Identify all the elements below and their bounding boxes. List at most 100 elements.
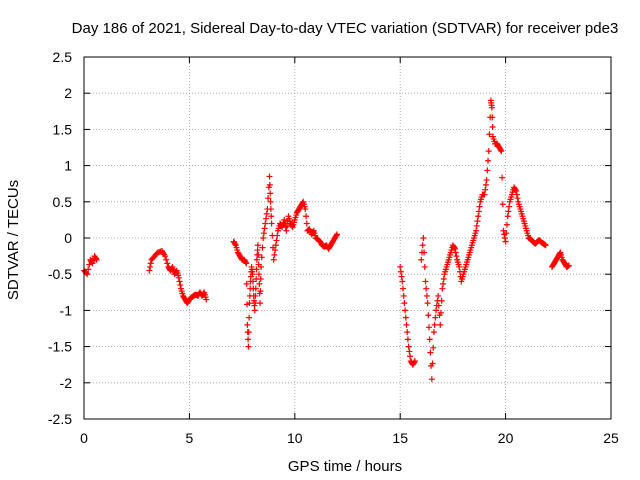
data-point-interp [256,280,263,287]
data-point-interp [263,210,270,217]
y-tick-label: 2 [64,85,72,101]
data-point [268,220,275,227]
data-point [266,173,273,180]
data-point-interp [484,167,491,174]
data-point [243,260,250,267]
data-point-interp [482,181,489,188]
y-tick-label: -0.5 [48,266,72,282]
data-point-interp [333,232,340,239]
data-point [481,191,488,198]
data-point [426,336,433,343]
data-point-interp [440,276,447,283]
data-point [246,300,253,307]
x-tick-label: 15 [392,430,408,446]
data-point-interp [438,297,445,304]
data-point [430,329,437,336]
data-point [397,263,404,270]
data-point-interp [260,230,267,237]
data-point-interp [407,353,414,360]
data-point-interp [501,235,508,241]
y-tick-label: 2.5 [53,49,73,65]
data-point [267,198,274,205]
data-point-interp [421,263,428,270]
data-point-interp [404,336,411,343]
data-point [272,242,279,249]
y-tick-label: 0.5 [53,194,73,210]
data-point-interp [245,329,252,336]
data-point [252,285,259,292]
data-point-interp [489,114,496,121]
data-point-interp [257,276,264,283]
data-point [162,253,169,260]
data-point-interp [400,285,407,292]
data-point-interp [246,314,253,321]
y-tick-label: 1 [64,158,72,174]
data-point [302,206,309,213]
data-point [203,296,210,303]
data-point-interp [503,230,510,237]
data-point-interp [513,191,520,198]
data-point-interp [147,260,154,267]
data-point-interp [512,186,519,193]
data-point-interp [426,324,433,331]
data-point-interp [453,253,460,260]
data-point [175,274,182,281]
y-tick-label: 1.5 [53,121,73,137]
data-point-interp [177,282,184,289]
data-point-interp [406,348,413,355]
data-point-interp [267,206,274,213]
data-point [258,263,265,270]
data-point [411,358,418,365]
data-point-interp [272,247,279,254]
chart-title: Day 186 of 2021, Sidereal Day-to-day VTE… [72,20,619,37]
data-point-interp [421,249,428,256]
data-point-interp [476,203,483,210]
data-point-interp [504,221,511,228]
data-point [262,220,269,227]
data-point [93,256,100,263]
data-point [245,343,252,350]
data-point-interp [303,220,310,227]
data-point-interp [259,244,266,251]
y-tick-label: -1 [60,302,73,318]
data-point-interp [176,278,183,285]
data-point-interp [427,349,434,356]
data-point [249,271,256,278]
x-axis-label: GPS time / hours [288,458,402,475]
data-point-interp [397,268,404,275]
data-point [399,278,406,285]
data-point-interp [486,131,493,138]
data-point-interp [499,201,506,208]
x-tick-label: 0 [80,430,88,446]
data-point [254,242,261,249]
data-point-interp [435,302,442,309]
data-point-interp [489,123,496,130]
data-point [405,343,412,350]
data-point [456,263,463,270]
data-point-interp [85,266,92,273]
data-point-interp [249,278,256,285]
data-point [422,278,429,285]
data-point-interp [398,273,405,280]
data-point-interp [267,190,274,197]
data-point [439,285,446,292]
data-point-interp [425,312,432,319]
data-point-interp [402,307,409,314]
data-point-interp [163,256,170,263]
data-point-interp [473,222,480,229]
data-point-interp [419,242,426,249]
y-tick-label: -2.5 [48,411,72,427]
data-point-interp [303,213,310,220]
y-axis-ticks: -2.5 -2 -1.5 -1 -0.5 0 0.5 1 1.5 2 2.5 [48,49,611,427]
data-point [283,227,290,234]
plot-frame [83,56,612,420]
data-point-interp [274,232,281,239]
data-point [502,238,509,245]
data-point [403,321,410,328]
data-point-interp [92,255,99,262]
data-point-interp [258,254,265,261]
data-point [513,187,520,194]
data-point [146,267,153,274]
data-point-interp [232,241,239,248]
